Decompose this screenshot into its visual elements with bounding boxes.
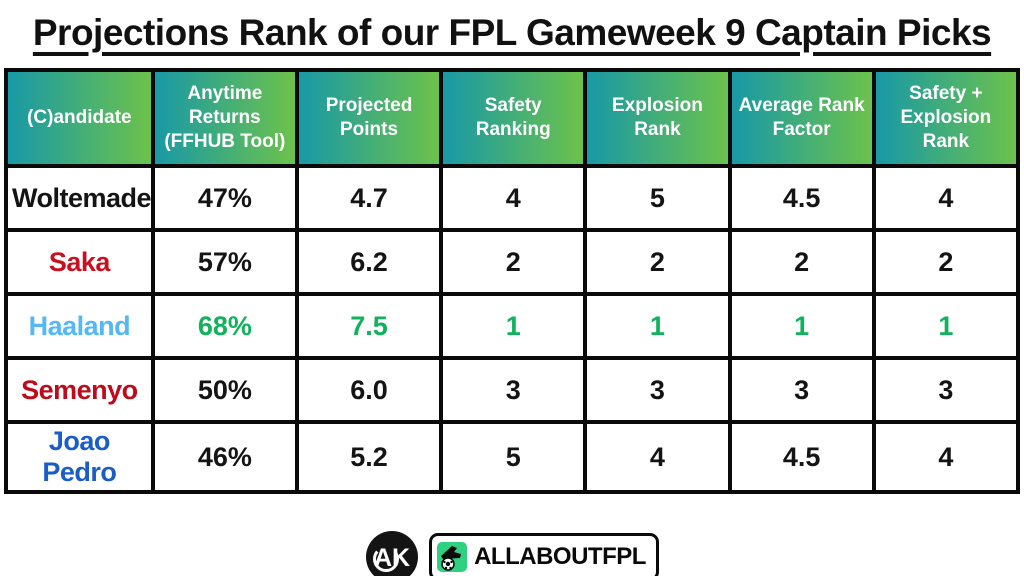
- cell-safety-ranking: 2: [439, 228, 588, 296]
- cell-average-rank-factor: 1: [727, 292, 876, 360]
- cell-safety-ranking: 4: [439, 164, 588, 232]
- cell-explosion-rank: 4: [583, 420, 732, 494]
- candidate-name: Joao Pedro: [4, 420, 155, 494]
- cell-anytime-returns: 57%: [150, 228, 299, 296]
- cell-anytime-returns: 50%: [150, 356, 299, 424]
- footer-brand: AK ALLABOUTFPL: [0, 530, 1024, 576]
- table-row-joao-pedro: Joao Pedro 46% 5.2 5 4 4.5 4: [4, 420, 1021, 494]
- cell-projected-points: 6.2: [294, 228, 444, 296]
- cell-anytime-returns: 47%: [150, 164, 299, 232]
- captain-picks-table: (C)andidate Anytime Returns (FFHUB Tool)…: [4, 68, 1021, 494]
- allaboutfpl-badge: ALLABOUTFPL: [429, 533, 659, 576]
- table-row-saka: Saka 57% 6.2 2 2 2 2: [4, 228, 1021, 296]
- cell-average-rank-factor: 4.5: [727, 164, 876, 232]
- cell-projected-points: 7.5: [294, 292, 444, 360]
- cell-safety-explosion-rank: 2: [871, 228, 1021, 296]
- page-title: Projections Rank of our FPL Gameweek 9 C…: [32, 12, 992, 53]
- cell-safety-explosion-rank: 1: [871, 292, 1021, 360]
- cell-explosion-rank: 3: [583, 356, 732, 424]
- table-row-woltemade: Woltemade 47% 4.7 4 5 4.5 4: [4, 164, 1021, 232]
- cell-safety-ranking: 1: [439, 292, 588, 360]
- cell-average-rank-factor: 2: [727, 228, 876, 296]
- column-header-projected-points: Projected Points: [294, 68, 444, 168]
- cell-explosion-rank: 2: [583, 228, 732, 296]
- cell-anytime-returns: 46%: [150, 420, 299, 494]
- cell-projected-points: 6.0: [294, 356, 444, 424]
- cell-average-rank-factor: 4.5: [727, 420, 876, 494]
- column-header-average-rank-factor: Average Rank Factor: [727, 68, 876, 168]
- candidate-name: Haaland: [4, 292, 155, 360]
- cell-safety-ranking: 5: [439, 420, 588, 494]
- table-row-haaland: Haaland 68% 7.5 1 1 1 1: [4, 292, 1021, 360]
- candidate-name: Semenyo: [4, 356, 155, 424]
- cell-safety-ranking: 3: [439, 356, 588, 424]
- table-row-semenyo: Semenyo 50% 6.0 3 3 3 3: [4, 356, 1021, 424]
- cell-explosion-rank: 5: [583, 164, 732, 232]
- candidate-name: Woltemade: [4, 164, 155, 232]
- ak-monogram-logo: AK: [366, 531, 419, 576]
- column-header-safety-explosion-rank: Safety + Explosion Rank: [871, 68, 1021, 168]
- ak-monogram-text: AK: [374, 544, 410, 572]
- column-header-candidate: (C)andidate: [4, 68, 155, 168]
- cell-explosion-rank: 1: [583, 292, 732, 360]
- cell-safety-explosion-rank: 3: [871, 356, 1021, 424]
- candidate-name: Saka: [4, 228, 155, 296]
- football-boot-icon: [437, 542, 468, 572]
- column-header-anytime-returns: Anytime Returns (FFHUB Tool): [150, 68, 299, 168]
- cell-safety-explosion-rank: 4: [871, 420, 1021, 494]
- cell-average-rank-factor: 3: [727, 356, 876, 424]
- column-header-explosion-rank: Explosion Rank: [583, 68, 732, 168]
- cell-projected-points: 4.7: [294, 164, 444, 232]
- cell-projected-points: 5.2: [294, 420, 444, 494]
- brand-name: ALLABOUTFPL: [474, 543, 646, 570]
- cell-anytime-returns: 68%: [150, 292, 299, 360]
- cell-safety-explosion-rank: 4: [871, 164, 1021, 232]
- column-header-safety-ranking: Safety Ranking: [439, 68, 588, 168]
- header-row: (C)andidate Anytime Returns (FFHUB Tool)…: [4, 68, 1021, 168]
